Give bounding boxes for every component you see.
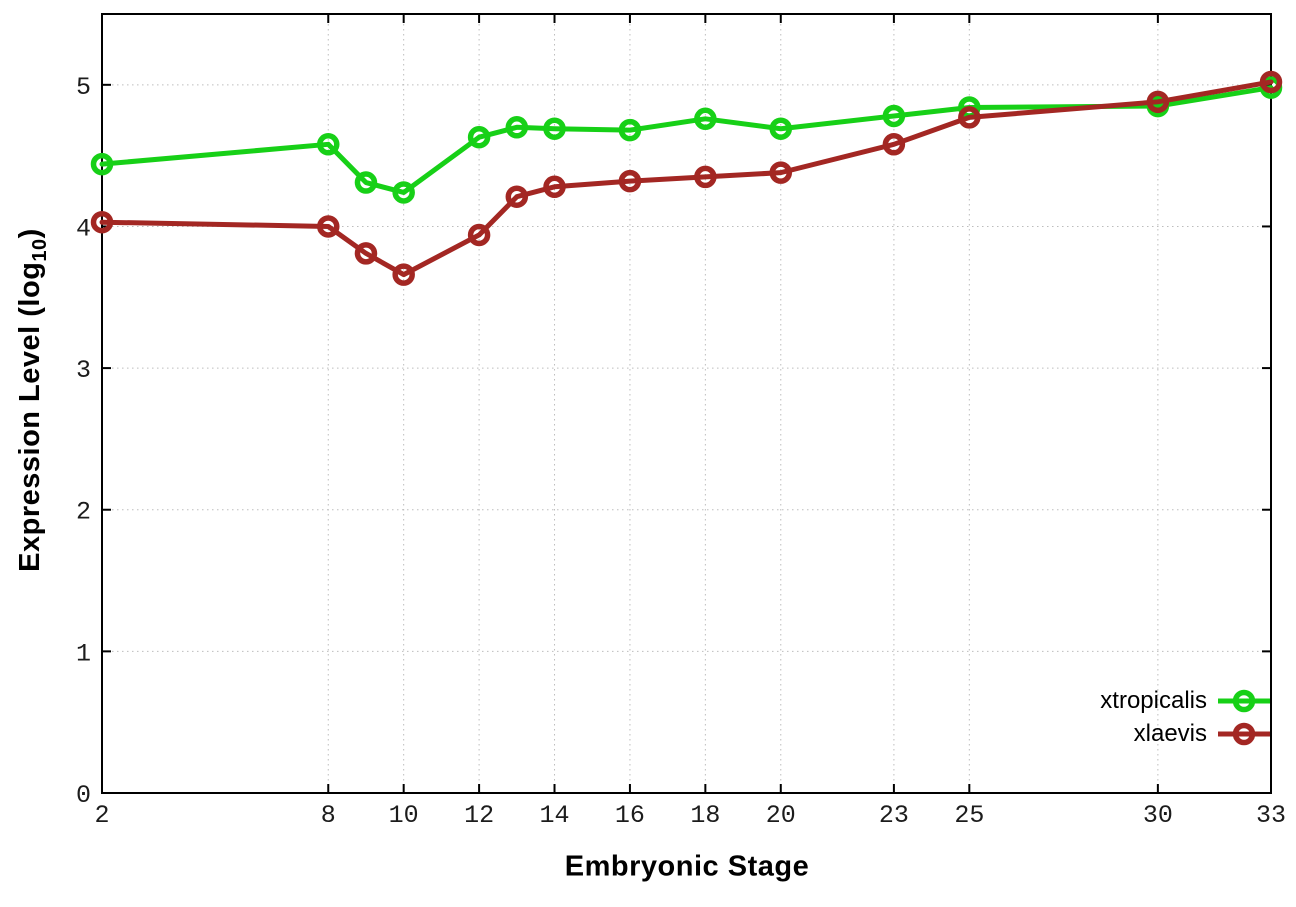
data-point-xlaevis <box>354 242 378 265</box>
legend-marker-icon <box>1232 689 1256 712</box>
y-tick-label: 3 <box>76 356 91 385</box>
x-tick-label: 14 <box>540 801 570 830</box>
data-point-xtropicalis <box>543 117 566 140</box>
data-point-xtropicalis <box>354 171 378 194</box>
x-tick-label: 23 <box>879 801 909 830</box>
legend-sample-xtropicalis <box>1218 689 1270 712</box>
y-tick-label: 5 <box>76 73 91 102</box>
data-point-xtropicalis <box>90 152 114 176</box>
x-tick-label: 2 <box>94 801 109 830</box>
legend-label-xlaevis: xlaevis <box>1133 719 1207 747</box>
legend-label-xtropicalis: xtropicalis <box>1100 686 1207 714</box>
data-point-xlaevis <box>505 185 529 208</box>
data-point-xtropicalis <box>769 117 793 140</box>
data-point-xlaevis <box>392 263 415 286</box>
y-tick-label: 0 <box>76 781 91 810</box>
data-point-xlaevis <box>90 210 114 234</box>
data-point-xtropicalis <box>694 107 717 131</box>
data-point-xlaevis <box>317 215 340 238</box>
data-point-xtropicalis <box>467 125 491 149</box>
series-line-xlaevis <box>99 79 1274 278</box>
y-tick-label: 4 <box>76 214 91 243</box>
y-tick-label: 1 <box>76 639 91 668</box>
legend-entry-xtropicalis: xtropicalis <box>1100 684 1271 717</box>
data-point-xtropicalis <box>882 104 906 128</box>
legend-entry-xlaevis: xlaevis <box>1100 717 1271 750</box>
y-axis-title-close: ) <box>14 228 47 239</box>
x-tick-label: 25 <box>954 801 984 830</box>
data-point-xtropicalis <box>392 181 415 204</box>
y-axis-title-subscript: 10 <box>28 238 51 262</box>
x-tick-label: 10 <box>389 801 419 830</box>
x-tick-label: 20 <box>766 801 796 830</box>
legend-sample-xlaevis <box>1218 722 1270 745</box>
data-point-xlaevis <box>694 165 717 189</box>
data-point-xlaevis <box>1146 90 1170 114</box>
legend-marker-icon <box>1232 722 1256 745</box>
data-point-xlaevis <box>467 223 491 247</box>
data-point-xlaevis <box>958 106 981 129</box>
x-tick-label: 16 <box>615 801 645 830</box>
data-point-xlaevis <box>882 133 906 156</box>
y-tick-label: 2 <box>76 498 91 527</box>
legend: xtropicalis xlaevis <box>1100 684 1271 750</box>
x-tick-label: 33 <box>1256 801 1286 830</box>
y-axis-title: Expression Level (log10) <box>14 228 52 572</box>
x-tick-label: 12 <box>464 801 494 830</box>
data-point-xlaevis <box>769 161 793 184</box>
data-point-xlaevis <box>618 169 642 193</box>
x-axis-title: Embryonic Stage <box>564 850 810 883</box>
y-axis-title-text: Expression Level (log <box>14 261 47 572</box>
x-tick-label: 8 <box>321 801 336 830</box>
data-point-xlaevis <box>543 175 566 199</box>
data-point-xtropicalis <box>317 133 340 156</box>
x-tick-label: 30 <box>1143 801 1173 830</box>
plot-border <box>101 13 1272 794</box>
data-point-xtropicalis <box>505 116 529 139</box>
data-point-xlaevis <box>1259 70 1283 94</box>
x-tick-label: 18 <box>690 801 720 830</box>
data-point-xtropicalis <box>618 118 642 142</box>
